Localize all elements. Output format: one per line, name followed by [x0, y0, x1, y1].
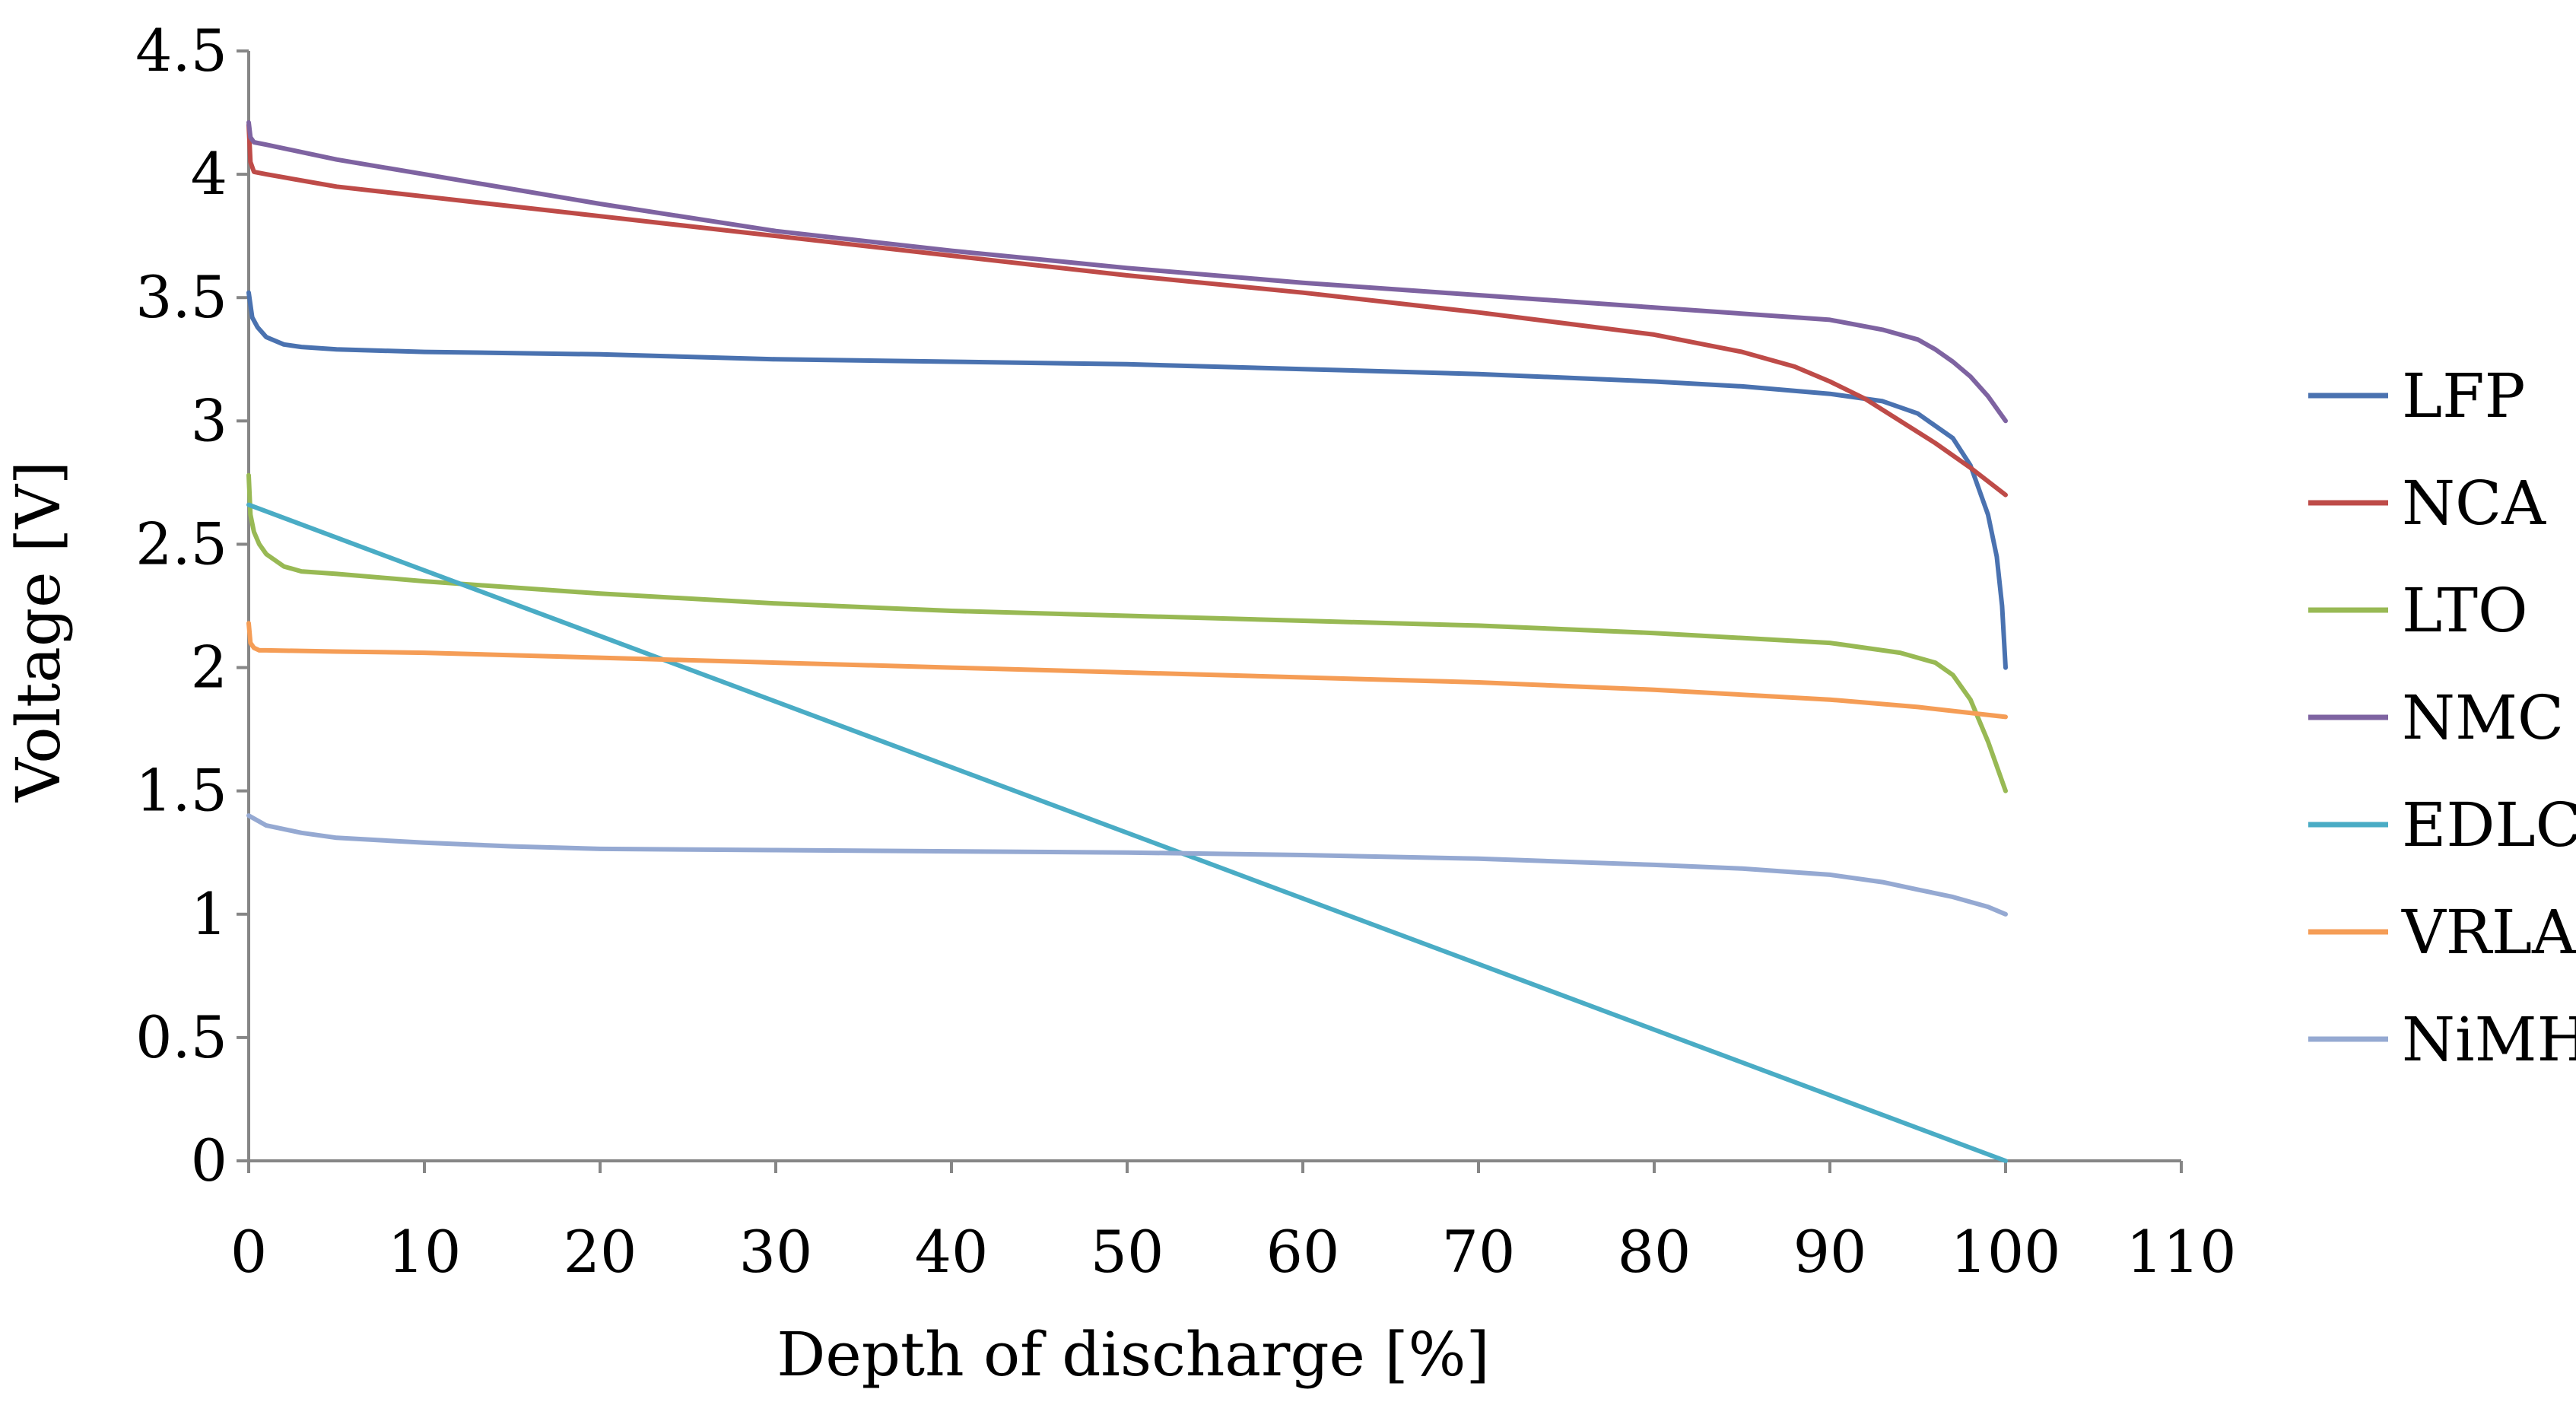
legend-label-lto: LTO: [2402, 575, 2528, 646]
x-tick-label: 110: [2126, 1218, 2236, 1286]
y-tick-label: 3.5: [135, 263, 227, 331]
x-tick-label: 30: [739, 1218, 813, 1286]
y-tick-label: 3: [191, 386, 227, 454]
series-line-lfp: [246, 290, 2008, 670]
y-tick-label: 0.5: [135, 1003, 227, 1071]
series-line-nimh: [246, 813, 2008, 917]
y-tick-label: 2.5: [135, 510, 227, 577]
x-tick-label: 0: [230, 1218, 267, 1286]
series-line-vrla: [246, 621, 2008, 720]
y-tick-label: 0: [191, 1127, 227, 1194]
x-axis-title: Depth of discharge [%]: [777, 1319, 1490, 1390]
series-line-nmc: [246, 120, 2008, 424]
legend-label-edlc: EDLC: [2402, 790, 2576, 860]
tick-labels: 0 0.5 1 1.5 2 2.5 3 3.5 4 4.5 0 10 20 30 40 50 60 70 80 90 1…: [135, 17, 2236, 1286]
x-tick-label: 90: [1793, 1218, 1867, 1286]
y-tick-label: 4.5: [135, 17, 227, 84]
y-tick-label: 1: [191, 880, 227, 948]
legend-label-lfp: LFP: [2402, 361, 2525, 431]
x-tick-label: 10: [388, 1218, 462, 1286]
series-line-lto: [246, 472, 2008, 793]
series-line-edlc: [246, 502, 2008, 1163]
x-tick-label: 50: [1091, 1218, 1164, 1286]
legend-label-vrla: VRLA: [2401, 897, 2576, 968]
y-tick-label: 2: [191, 634, 227, 701]
axes: [237, 49, 2183, 1173]
legend-label-nimh: NiMH: [2402, 1004, 2576, 1075]
legend-label-nmc: NMC: [2402, 682, 2564, 753]
y-tick-label: 4: [191, 140, 227, 208]
x-tick-label: 60: [1266, 1218, 1340, 1286]
legend: LFP NCA LTO NMC EDLC VRLA NiMH: [2308, 361, 2576, 1075]
series-line-nca: [246, 122, 2008, 498]
x-tick-label: 70: [1442, 1218, 1516, 1286]
y-axis-title: Voltage [V]: [3, 461, 74, 803]
x-tick-label: 80: [1618, 1218, 1691, 1286]
legend-label-nca: NCA: [2402, 468, 2546, 539]
series-lines: [246, 120, 2008, 1163]
x-tick-label: 20: [564, 1218, 637, 1286]
x-tick-label: 40: [915, 1218, 989, 1286]
y-tick-label: 1.5: [135, 757, 227, 825]
x-tick-label: 100: [1950, 1218, 2060, 1286]
